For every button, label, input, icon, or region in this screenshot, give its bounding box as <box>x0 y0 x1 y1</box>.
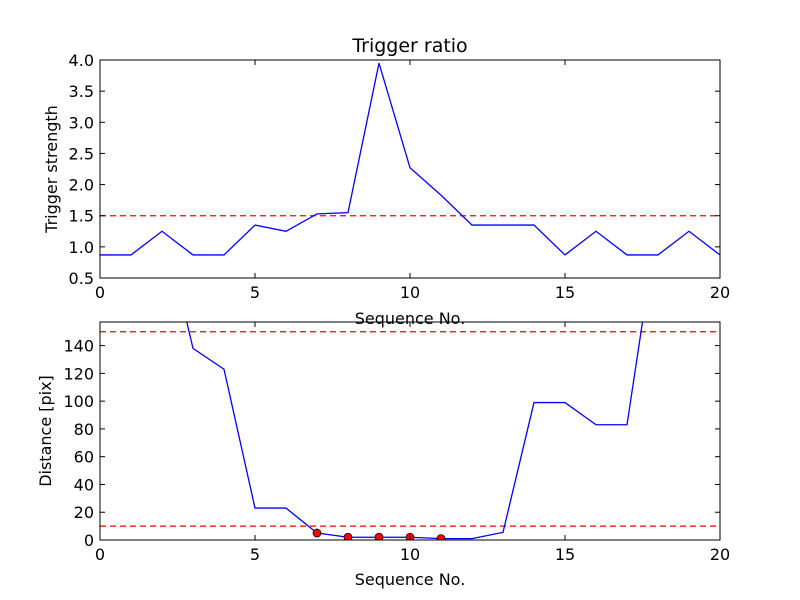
data-marker-2 <box>374 532 384 540</box>
y-tick-label: 120 <box>63 364 94 383</box>
series-line-0 <box>186 322 644 540</box>
y-tick-label: 4.0 <box>69 51 94 70</box>
plot-area <box>100 322 720 540</box>
distance-plot: 0 5 10 15 20 0 20 40 60 80 100 120 140 Sequence No. Di… <box>36 321 730 589</box>
plot-area <box>100 62 720 256</box>
y-tick-label: 40 <box>74 475 94 494</box>
data-marker-4 <box>436 534 446 540</box>
trigger-ratio-plot: 0 5 10 15 20 0.5 1.0 1.5 2.0 2.5 3.0 3.5 4.0 Trigger … <box>42 35 730 328</box>
x-tick-label: 5 <box>250 545 260 564</box>
x-tick-label: 5 <box>250 283 260 302</box>
x-tick-label: 15 <box>555 283 575 302</box>
x-tick-label: 0 <box>95 545 105 564</box>
y-axis-label: Distance [pix] <box>36 375 55 487</box>
y-tick-label: 1.0 <box>69 238 94 257</box>
data-marker-0 <box>312 528 322 538</box>
y-tick-label: 0.5 <box>69 269 94 288</box>
y-tick-label: 0 <box>84 531 94 550</box>
x-tick-label: 10 <box>400 545 420 564</box>
data-marker-1 <box>343 532 353 540</box>
x-tick-label: 0 <box>95 283 105 302</box>
y-tick-label: 3.0 <box>69 113 94 132</box>
x-tick-label: 20 <box>710 283 730 302</box>
y-tick-label: 100 <box>63 392 94 411</box>
y-tick-label: 1.5 <box>69 207 94 226</box>
plot-frame <box>99 321 721 541</box>
series-line-0 <box>100 62 720 256</box>
y-tick-label: 2.5 <box>69 144 94 163</box>
y-tick-label: 140 <box>63 337 94 356</box>
x-axis-label: Sequence No. <box>355 309 466 328</box>
y-tick-label: 2.0 <box>69 176 94 195</box>
x-tick-label: 20 <box>710 545 730 564</box>
y-tick-label: 3.5 <box>69 82 94 101</box>
x-tick-label: 10 <box>400 283 420 302</box>
y-tick-label: 80 <box>74 420 94 439</box>
x-axis-label: Sequence No. <box>355 570 466 589</box>
y-axis-label: Trigger strength <box>42 105 61 234</box>
chart-title: Trigger ratio <box>351 35 467 57</box>
y-tick-label: 60 <box>74 448 94 467</box>
plot-frame <box>99 59 721 279</box>
y-tick-label: 20 <box>74 503 94 522</box>
x-tick-label: 15 <box>555 545 575 564</box>
